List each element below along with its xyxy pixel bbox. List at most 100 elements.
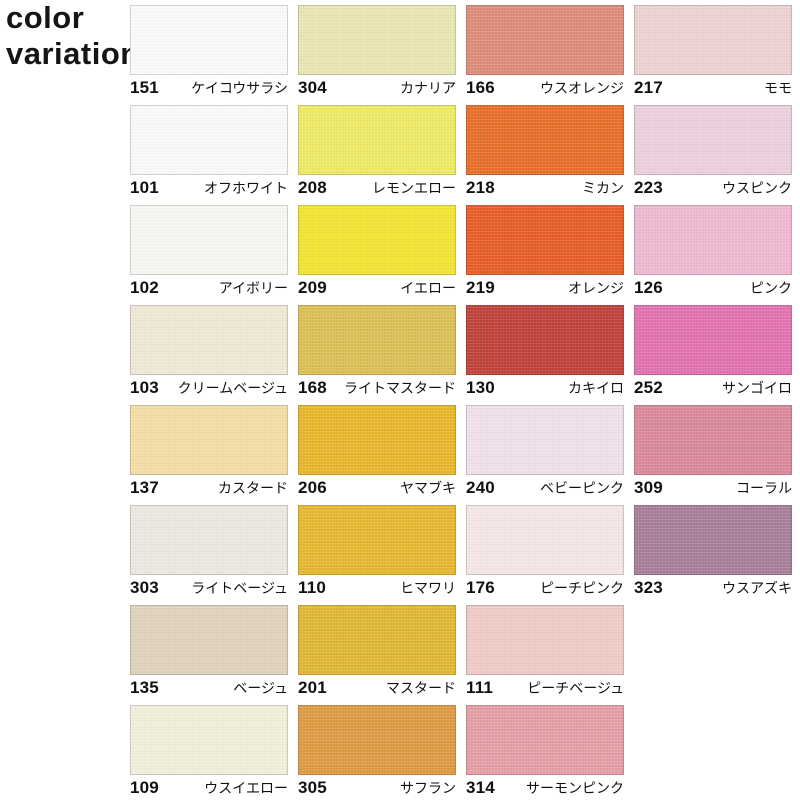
swatch-code: 323 bbox=[634, 578, 663, 597]
swatch-cell: 323 ウスアズキ bbox=[634, 505, 792, 598]
swatch-name: ウスオレンジ bbox=[540, 80, 624, 96]
swatch-name: ライトマスタード bbox=[344, 380, 456, 396]
swatch-cell: 102 アイボリー bbox=[130, 205, 288, 298]
swatch-code: 305 bbox=[298, 778, 327, 797]
swatch-name: コーラル bbox=[736, 480, 792, 496]
swatch-name: ウスアズキ bbox=[722, 580, 792, 596]
swatch-code: 240 bbox=[466, 478, 495, 497]
swatch-code: 151 bbox=[130, 78, 159, 97]
page-title: color variation bbox=[6, 0, 140, 72]
swatch-cell: 309 コーラル bbox=[634, 405, 792, 498]
swatch-code: 102 bbox=[130, 278, 159, 297]
fabric-swatch bbox=[298, 305, 456, 375]
fabric-swatch bbox=[298, 5, 456, 75]
swatch-label: 103 クリームベージュ bbox=[130, 378, 288, 398]
swatch-code: 218 bbox=[466, 178, 495, 197]
page-title-line2: variation bbox=[6, 36, 140, 71]
swatch-code: 208 bbox=[298, 178, 327, 197]
swatch-name: ケイコウサラシ bbox=[191, 80, 288, 96]
swatch-label: 217 モモ bbox=[634, 78, 792, 98]
swatch-label: 151 ケイコウサラシ bbox=[130, 78, 288, 98]
swatch-label: 206 ヤマブキ bbox=[298, 478, 456, 498]
swatch-name: モモ bbox=[764, 80, 792, 96]
fabric-swatch bbox=[298, 705, 456, 775]
swatch-cell: 208 レモンエロー bbox=[298, 105, 456, 198]
swatch-cell: 151 ケイコウサラシ bbox=[130, 5, 288, 98]
swatch-name: カキイロ bbox=[568, 380, 624, 396]
swatch-code: 201 bbox=[298, 678, 327, 697]
swatch-label: 219 オレンジ bbox=[466, 278, 624, 298]
swatch-cell: 111 ピーチベージュ bbox=[466, 605, 624, 698]
fabric-swatch bbox=[466, 405, 624, 475]
swatch-code: 206 bbox=[298, 478, 327, 497]
swatch-name: ウスイエロー bbox=[204, 780, 288, 796]
swatch-label: 166 ウスオレンジ bbox=[466, 78, 624, 98]
swatch-name: ベージュ bbox=[233, 680, 288, 696]
swatch-name: ベビーピンク bbox=[540, 480, 624, 496]
fabric-swatch bbox=[634, 305, 792, 375]
swatch-name: サフラン bbox=[400, 780, 456, 796]
swatch-label: 305 サフラン bbox=[298, 778, 456, 798]
swatch-name: ミカン bbox=[582, 180, 624, 196]
swatch-cell: 217 モモ bbox=[634, 5, 792, 98]
fabric-swatch bbox=[634, 5, 792, 75]
swatch-name: ヤマブキ bbox=[400, 480, 456, 496]
swatch-label: 209 イエロー bbox=[298, 278, 456, 298]
fabric-swatch bbox=[130, 505, 288, 575]
swatch-code: 209 bbox=[298, 278, 327, 297]
fabric-swatch bbox=[634, 505, 792, 575]
swatch-label: 130 カキイロ bbox=[466, 378, 624, 398]
swatch-code: 223 bbox=[634, 178, 663, 197]
swatch-code: 166 bbox=[466, 78, 495, 97]
fabric-swatch bbox=[466, 105, 624, 175]
fabric-swatch bbox=[466, 205, 624, 275]
swatch-name: カスタード bbox=[218, 480, 288, 496]
swatch-code: 252 bbox=[634, 378, 663, 397]
swatch-code: 126 bbox=[634, 278, 663, 297]
fabric-swatch bbox=[130, 105, 288, 175]
swatch-cell: 135 ベージュ bbox=[130, 605, 288, 698]
swatch-code: 135 bbox=[130, 678, 159, 697]
swatch-cell: 103 クリームベージュ bbox=[130, 305, 288, 398]
swatch-name: ライトベージュ bbox=[191, 580, 288, 596]
fabric-swatch bbox=[130, 305, 288, 375]
swatch-name: マスタード bbox=[386, 680, 456, 696]
swatch-label: 223 ウスピンク bbox=[634, 178, 792, 198]
swatch-name: オレンジ bbox=[568, 280, 624, 296]
swatch-label: 218 ミカン bbox=[466, 178, 624, 198]
swatch-name: ウスピンク bbox=[722, 180, 792, 196]
swatch-code: 101 bbox=[130, 178, 159, 197]
fabric-swatch bbox=[466, 705, 624, 775]
swatch-name: ピンク bbox=[750, 280, 792, 296]
swatch-cell: 166 ウスオレンジ bbox=[466, 5, 624, 98]
fabric-swatch bbox=[466, 5, 624, 75]
swatch-code: 130 bbox=[466, 378, 495, 397]
swatch-cell: 219 オレンジ bbox=[466, 205, 624, 298]
swatch-cell: 240 ベビーピンク bbox=[466, 405, 624, 498]
swatch-code: 110 bbox=[298, 578, 327, 597]
swatch-label: 314 サーモンピンク bbox=[466, 778, 624, 798]
fabric-swatch bbox=[298, 105, 456, 175]
swatch-cell: 304 カナリア bbox=[298, 5, 456, 98]
swatch-cell: 218 ミカン bbox=[466, 105, 624, 198]
swatch-label: 304 カナリア bbox=[298, 78, 456, 98]
fabric-swatch bbox=[298, 205, 456, 275]
swatch-name: アイボリー bbox=[218, 280, 288, 296]
swatch-name: ピーチピンク bbox=[540, 580, 624, 596]
swatch-cell: 305 サフラン bbox=[298, 705, 456, 798]
swatch-label: 208 レモンエロー bbox=[298, 178, 456, 198]
swatch-cell: 137 カスタード bbox=[130, 405, 288, 498]
swatch-code: 111 bbox=[466, 678, 494, 697]
swatch-name: ピーチベージュ bbox=[527, 680, 624, 696]
swatch-code: 314 bbox=[466, 778, 495, 797]
swatch-cell: 126 ピンク bbox=[634, 205, 792, 298]
swatch-name: オフホワイト bbox=[204, 180, 288, 196]
fabric-swatch bbox=[130, 705, 288, 775]
fabric-swatch bbox=[298, 605, 456, 675]
swatch-label: 102 アイボリー bbox=[130, 278, 288, 298]
swatch-name: イエロー bbox=[400, 280, 456, 296]
swatch-label: 309 コーラル bbox=[634, 478, 792, 498]
fabric-swatch bbox=[466, 505, 624, 575]
fabric-swatch bbox=[130, 5, 288, 75]
